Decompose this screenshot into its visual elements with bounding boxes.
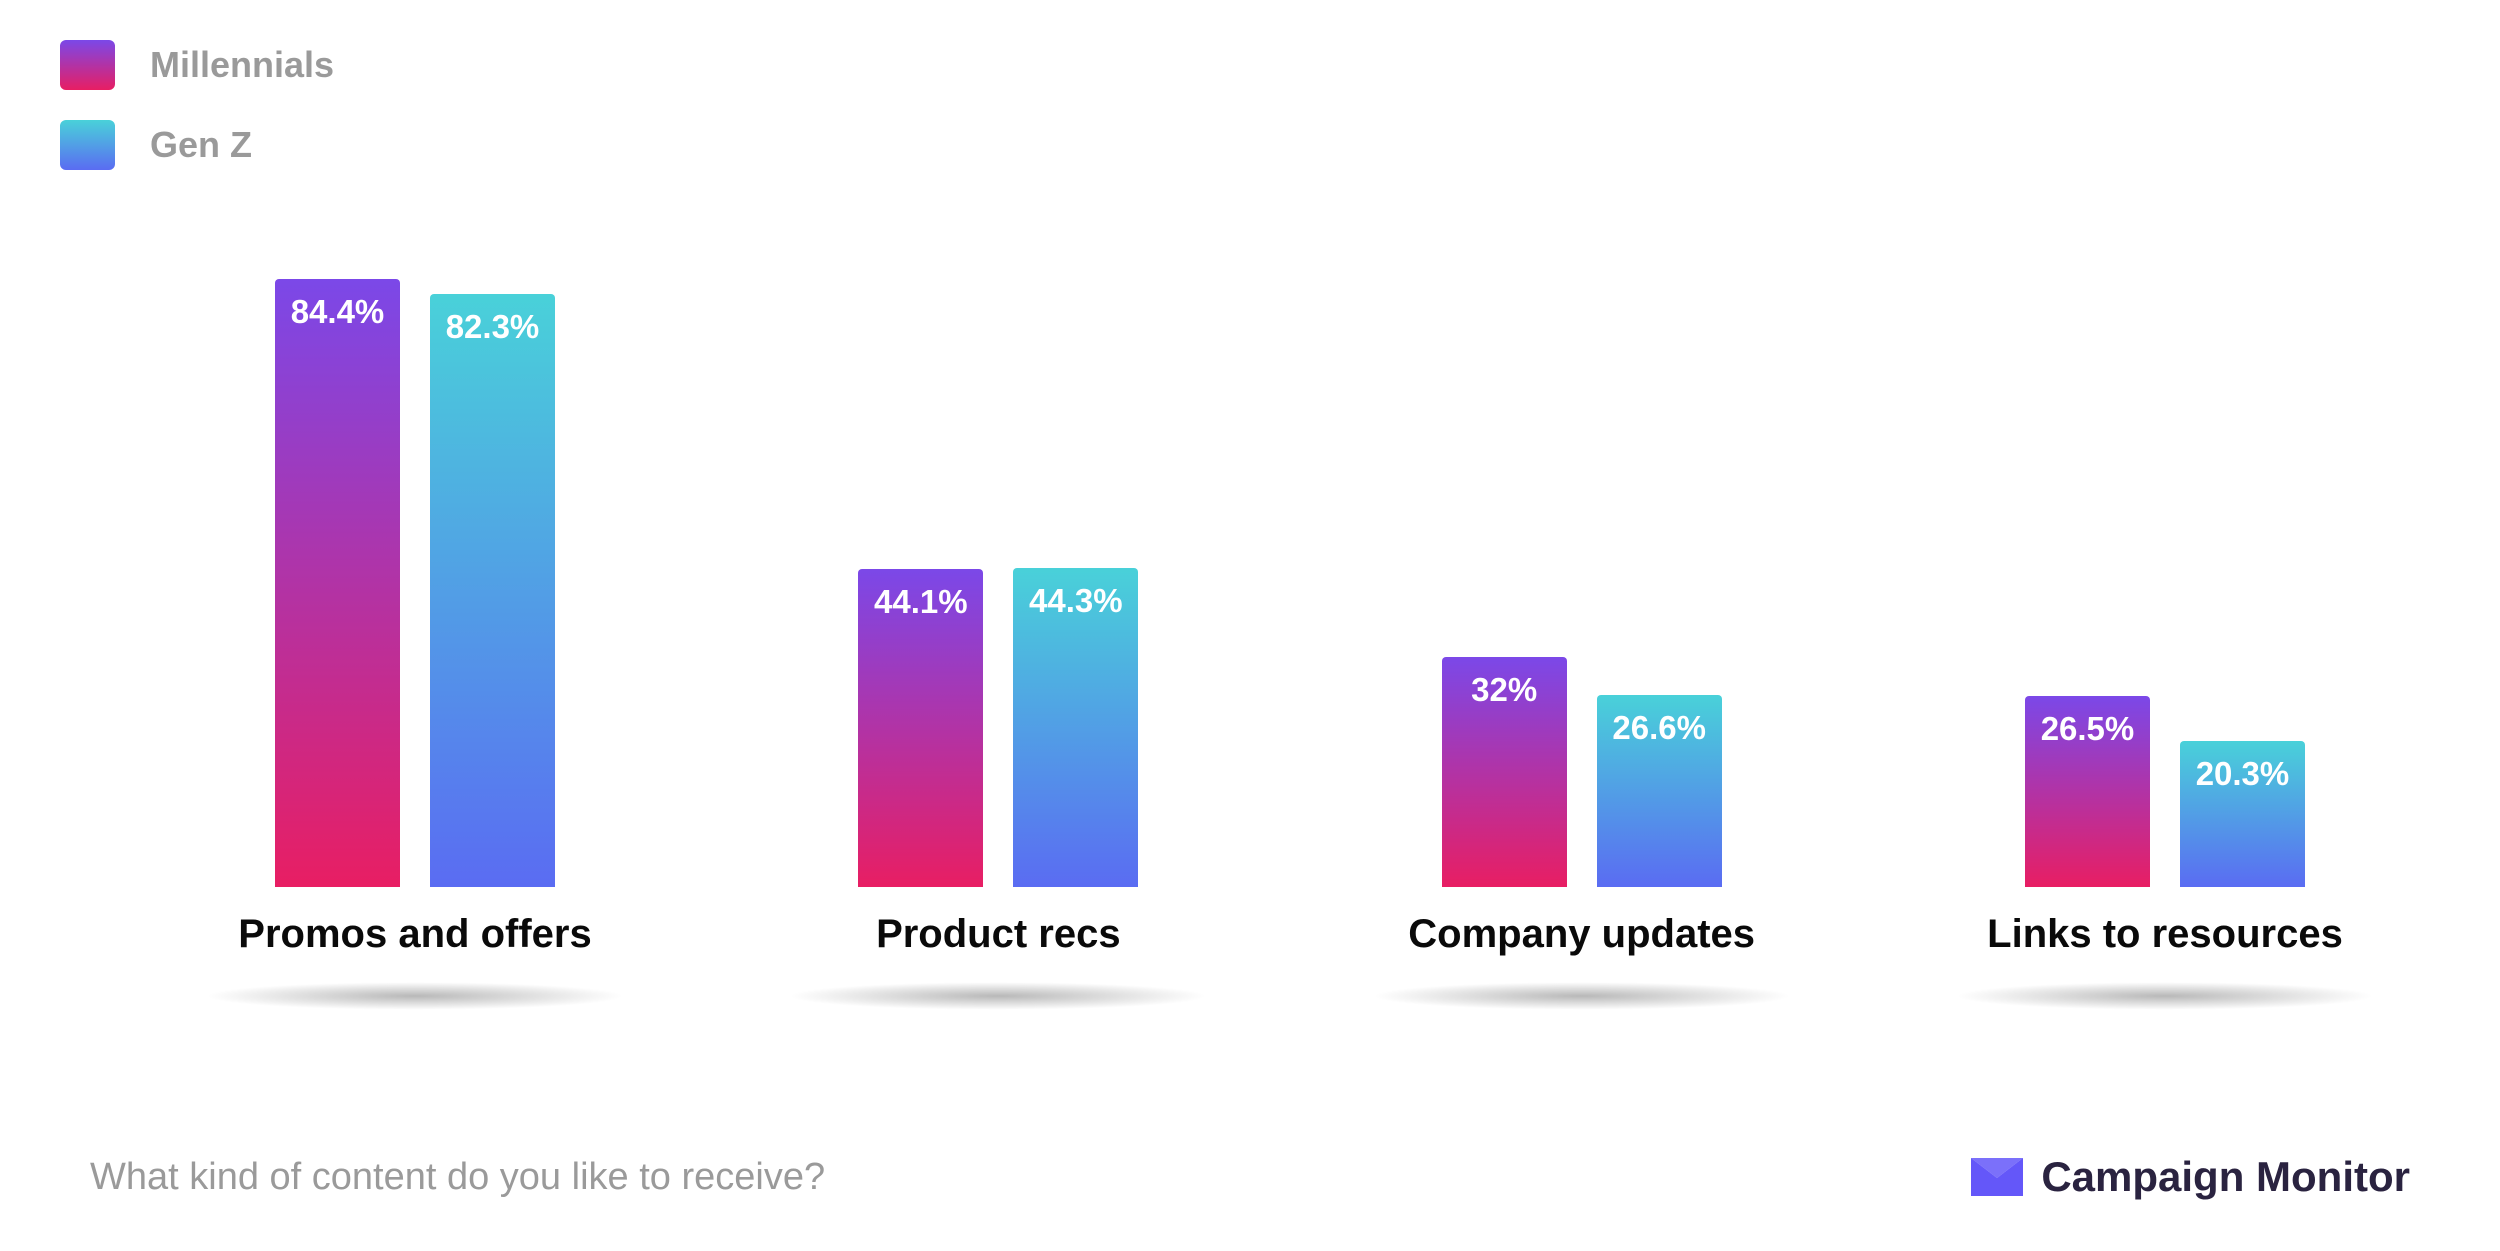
legend-swatch-millennials [60,40,115,90]
bar-pair: 32% 26.6% [1442,167,1722,887]
bar: 44.1% [858,569,983,887]
chart-question: What kind of content do you like to rece… [90,1156,825,1199]
chart-group: 32% 26.6% Company updates [1337,167,1827,1010]
chart-group: 44.1% 44.3% Product recs [753,167,1243,1010]
group-shadow [1955,982,2375,1010]
envelope-icon [1971,1158,2023,1196]
legend-label-millennials: Millennials [150,44,334,86]
bar: 82.3% [430,294,555,887]
bar: 26.5% [2025,696,2150,887]
bar: 44.3% [1013,568,1138,887]
bar: 84.4% [275,279,400,887]
chart-group: 84.4% 82.3% Promos and offers [170,167,660,1010]
category-label: Promos and offers [238,912,591,957]
bar-value: 84.4% [275,293,400,331]
bar-value: 26.5% [2025,710,2150,748]
group-shadow [788,982,1208,1010]
bar-value: 26.6% [1597,709,1722,747]
legend-swatch-genz [60,120,115,170]
bar: 20.3% [2180,741,2305,887]
footer: What kind of content do you like to rece… [90,1153,2410,1201]
brand-name: Campaign Monitor [2041,1153,2410,1201]
bar-value: 82.3% [430,308,555,346]
bar-chart: 84.4% 82.3% Promos and offers 44.1% 44.3% Pro… [170,230,2410,1010]
bar: 32% [1442,657,1567,887]
brand: Campaign Monitor [1971,1153,2410,1201]
bar: 26.6% [1597,695,1722,887]
category-label: Product recs [876,912,1121,957]
bar-pair: 26.5% 20.3% [2025,167,2305,887]
legend-item-genz: Gen Z [60,120,334,170]
bar-value: 44.1% [858,583,983,621]
legend-item-millennials: Millennials [60,40,334,90]
bar-value: 44.3% [1013,582,1138,620]
bar-pair: 44.1% 44.3% [858,167,1138,887]
bar-pair: 84.4% 82.3% [275,167,555,887]
bar-value: 20.3% [2180,755,2305,793]
group-shadow [1372,982,1792,1010]
chart-group: 26.5% 20.3% Links to resources [1920,167,2410,1010]
bar-value: 32% [1442,671,1567,709]
group-shadow [205,982,625,1010]
category-label: Links to resources [1987,912,2343,957]
category-label: Company updates [1408,912,1755,957]
legend-label-genz: Gen Z [150,124,252,166]
